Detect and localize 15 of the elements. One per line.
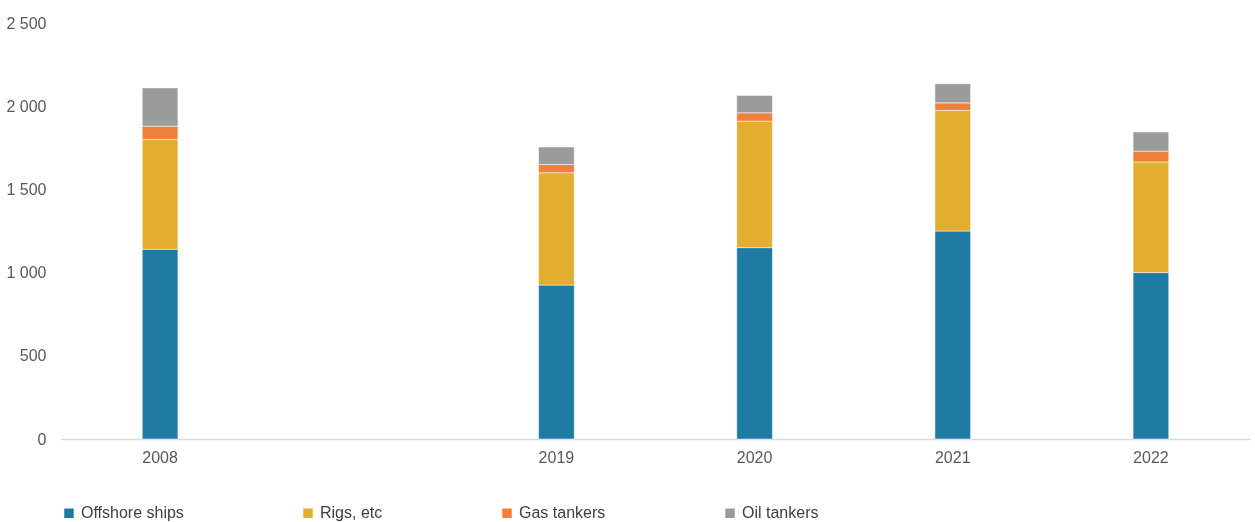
x-tick-label: 2021 (934, 448, 971, 466)
y-tick-label: 500 (19, 347, 47, 365)
x-tick-label: 2019 (538, 448, 575, 466)
legend-label: Offshore ships (81, 504, 184, 522)
x-tick-label: 2022 (1133, 448, 1169, 466)
legend-label: Oil tankers (742, 504, 819, 522)
y-tick-label: 0 (37, 430, 47, 448)
y-tick-label: 1 000 (6, 264, 47, 282)
x-tick-label: 2020 (736, 448, 773, 466)
legend-label: Gas tankers (519, 504, 606, 522)
y-tick-label: 1 500 (6, 180, 47, 198)
x-tick-label: 2008 (142, 448, 178, 466)
y-tick-label: 2 500 (6, 14, 47, 32)
y-tick-label: 2 000 (6, 97, 47, 115)
legend-label: Rigs, etc (320, 504, 383, 522)
